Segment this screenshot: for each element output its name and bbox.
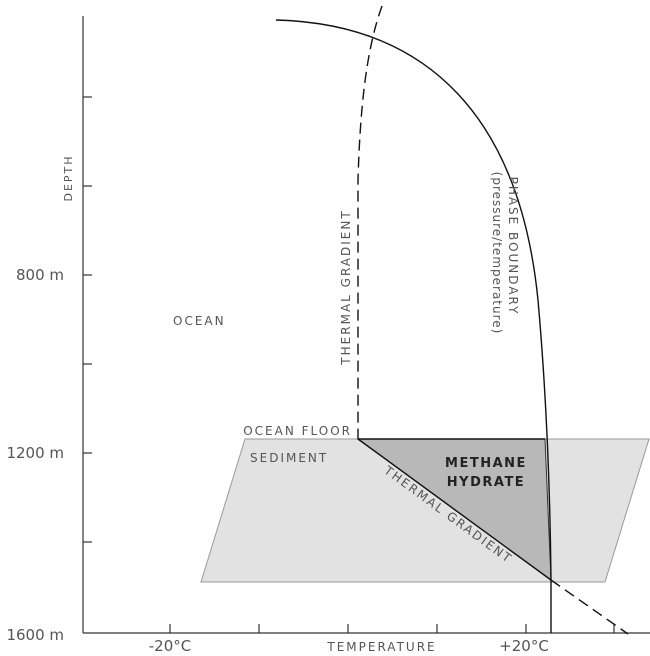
hydrate-label: HYDRATE bbox=[447, 475, 525, 490]
thermal-gradient-extension-line bbox=[550, 579, 629, 635]
phase-boundary-label: PHASE BOUNDARY bbox=[506, 177, 520, 316]
y-tick-label-1600: 1600 m bbox=[6, 626, 64, 644]
methane-label: METHANE bbox=[445, 456, 527, 471]
ocean-floor-label: OCEAN FLOOR bbox=[243, 424, 352, 438]
thermal-gradient-sediment-line bbox=[357, 438, 552, 581]
phase-boundary-sublabel: (pressure/temperature) bbox=[490, 172, 504, 335]
thermal-gradient-water-line bbox=[357, 5, 383, 439]
x-tick-label-minus20: -20°C bbox=[149, 637, 191, 655]
y-axis-title: DEPTH bbox=[62, 154, 75, 201]
thermal-gradient-vertical-label: THERMAL GRADIENT bbox=[339, 209, 353, 365]
x-tick-label-plus20: +20°C bbox=[499, 637, 549, 655]
y-tick-label-1200: 1200 m bbox=[6, 444, 64, 462]
ocean-label: OCEAN bbox=[173, 314, 226, 328]
x-axis-title: TEMPERATURE bbox=[326, 640, 436, 654]
sediment-label: SEDIMENT bbox=[250, 451, 328, 465]
y-tick-label-800: 800 m bbox=[16, 266, 64, 284]
phase-boundary-curve bbox=[275, 19, 552, 633]
